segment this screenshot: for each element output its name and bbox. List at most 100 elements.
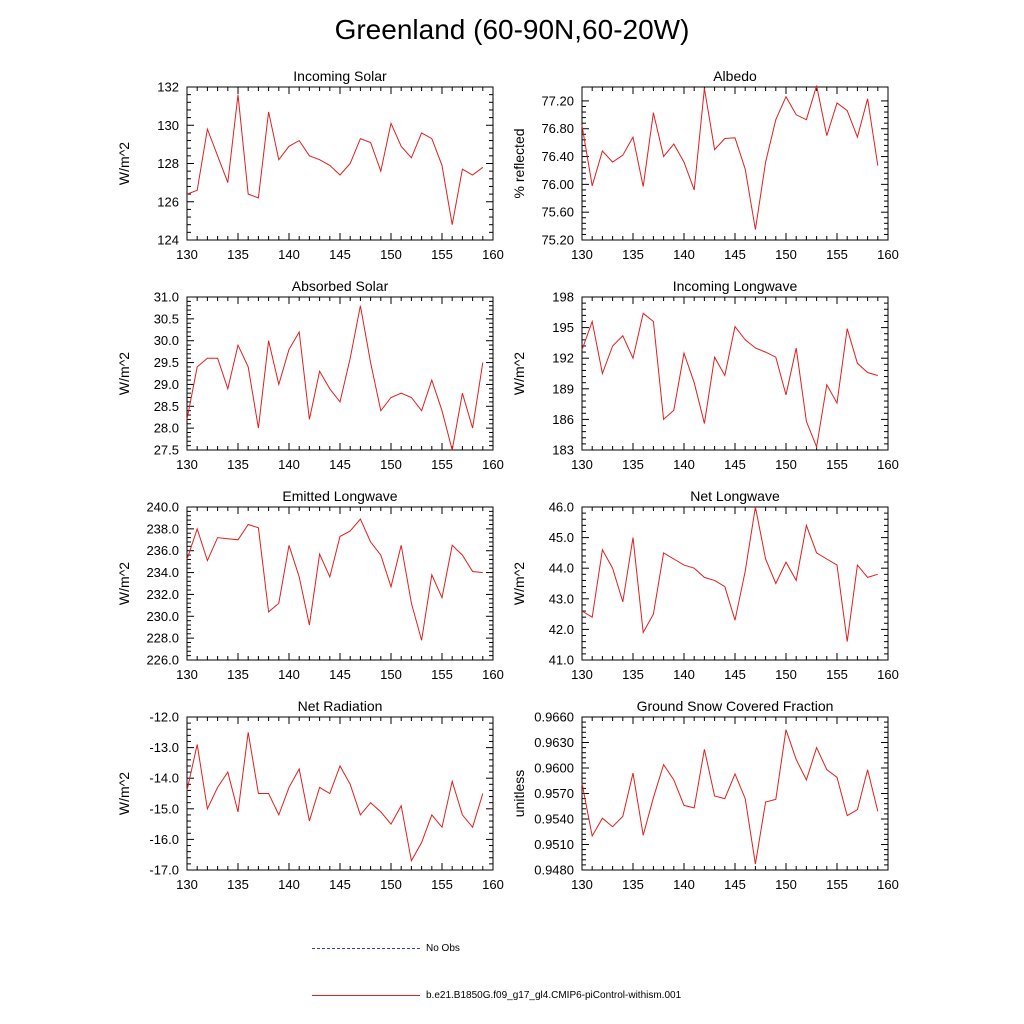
y-tick-label: 232.0: [146, 587, 179, 602]
series-line: [581, 506, 878, 642]
y-tick-label: 42.0: [549, 622, 574, 637]
x-tick-label: 145: [329, 457, 351, 472]
x-tick-label: 135: [227, 247, 249, 262]
x-tick-label: 150: [775, 247, 797, 262]
x-tick-label: 130: [176, 247, 198, 262]
y-tick-label: 28.0: [154, 421, 179, 436]
y-tick-label: 43.0: [549, 591, 574, 606]
plot-frame: [186, 506, 494, 661]
y-tick-label: 27.5: [154, 443, 179, 458]
x-tick-label: 150: [380, 667, 402, 682]
x-tick-label: 145: [724, 457, 746, 472]
chart-panel-2: Albedo % reflected 130 135 140 145 150 155 160 75…: [511, 68, 899, 262]
x-tick-label: 130: [571, 247, 593, 262]
y-tick-label: 75.20: [541, 233, 574, 248]
y-tick-label: 77.20: [541, 93, 574, 108]
y-tick-label: 0.9570: [534, 786, 574, 801]
x-tick-label: 135: [622, 877, 644, 892]
panel-title: Ground Snow Covered Fraction: [637, 698, 834, 714]
y-tick-label: 234.0: [146, 565, 179, 580]
chart-panel-5: Emitted Longwave W/m^2 130 135 140 145 150 155 1…: [116, 488, 504, 682]
legend-model-label: b.e21.B1850G.f09_g17_gl4.CMIP6-piControl…: [426, 990, 682, 1001]
y-tick-label: 195: [552, 320, 574, 335]
panel-title: Incoming Longwave: [673, 278, 798, 294]
y-tick-label: 0.9660: [534, 710, 574, 725]
y-axis-label: % reflected: [511, 128, 527, 198]
y-tick-label: 29.0: [154, 377, 179, 392]
series-line: [186, 94, 484, 225]
x-tick-label: 155: [431, 247, 453, 262]
chart-panel-3: Absorbed Solar W/m^2 130 135 140 145 150 155 160…: [116, 278, 504, 472]
x-tick-label: 130: [571, 457, 593, 472]
x-tick-label: 140: [673, 247, 695, 262]
y-tick-label: 28.5: [154, 399, 179, 414]
y-tick-label: 30.5: [154, 311, 179, 326]
y-tick-label: 189: [552, 381, 574, 396]
y-axis-label: W/m^2: [116, 562, 132, 605]
x-tick-label: 160: [877, 877, 899, 892]
x-tick-label: 140: [278, 667, 300, 682]
legend-model-swatch: [312, 995, 420, 996]
legend-obs: No Obs: [312, 943, 460, 954]
x-tick-label: 140: [278, 457, 300, 472]
y-tick-label: 132: [157, 80, 179, 95]
x-tick-label: 135: [622, 667, 644, 682]
x-tick-label: 150: [380, 247, 402, 262]
legend-obs-label: No Obs: [426, 943, 460, 954]
y-tick-label: -12.0: [149, 710, 179, 725]
series-line: [186, 732, 484, 863]
plot-frame: [186, 296, 494, 451]
y-tick-label: 240.0: [146, 500, 179, 515]
x-tick-label: 160: [482, 457, 504, 472]
panel-title: Net Radiation: [298, 698, 383, 714]
x-tick-label: 145: [724, 877, 746, 892]
y-tick-label: 183: [552, 443, 574, 458]
x-tick-label: 150: [775, 457, 797, 472]
y-tick-label: 128: [157, 156, 179, 171]
page-title: Greenland (60-90N,60-20W): [334, 14, 690, 45]
panel-title: Albedo: [713, 68, 757, 84]
y-tick-label: 45.0: [549, 530, 574, 545]
x-tick-label: 135: [227, 667, 249, 682]
x-tick-label: 145: [329, 877, 351, 892]
legend-model: b.e21.B1850G.f09_g17_gl4.CMIP6-piControl…: [312, 990, 681, 1001]
x-tick-label: 130: [176, 457, 198, 472]
y-tick-label: 228.0: [146, 631, 179, 646]
x-tick-label: 145: [329, 247, 351, 262]
y-tick-label: 238.0: [146, 521, 179, 536]
x-tick-label: 155: [826, 877, 848, 892]
x-tick-label: 145: [724, 667, 746, 682]
x-tick-label: 155: [431, 877, 453, 892]
x-tick-label: 145: [724, 247, 746, 262]
series-line: [186, 305, 484, 451]
x-tick-label: 140: [673, 877, 695, 892]
x-tick-label: 150: [380, 457, 402, 472]
x-tick-label: 145: [329, 667, 351, 682]
y-tick-label: 30.0: [154, 333, 179, 348]
y-tick-label: 0.9510: [534, 837, 574, 852]
y-tick-label: 76.00: [541, 177, 574, 192]
y-tick-label: 226.0: [146, 653, 179, 668]
y-tick-label: 46.0: [549, 500, 574, 515]
x-tick-label: 130: [176, 877, 198, 892]
x-tick-label: 150: [380, 877, 402, 892]
x-tick-label: 130: [571, 667, 593, 682]
y-tick-label: 130: [157, 118, 179, 133]
x-tick-label: 130: [176, 667, 198, 682]
x-tick-label: 130: [571, 877, 593, 892]
series-line: [581, 729, 879, 865]
x-tick-label: 135: [622, 457, 644, 472]
y-tick-label: 126: [157, 194, 179, 209]
x-tick-label: 140: [673, 457, 695, 472]
y-tick-label: 236.0: [146, 543, 179, 558]
x-tick-label: 155: [431, 457, 453, 472]
y-tick-label: 230.0: [146, 609, 179, 624]
panel-title: Absorbed Solar: [292, 278, 389, 294]
y-tick-label: -16.0: [149, 832, 179, 847]
x-tick-label: 140: [278, 247, 300, 262]
y-tick-label: 0.9600: [534, 761, 574, 776]
panel-title: Incoming Solar: [293, 68, 387, 84]
chart-panel-7: Net Radiation W/m^2 130 135 140 145 150 155 160 -…: [116, 698, 504, 892]
x-tick-label: 160: [482, 877, 504, 892]
